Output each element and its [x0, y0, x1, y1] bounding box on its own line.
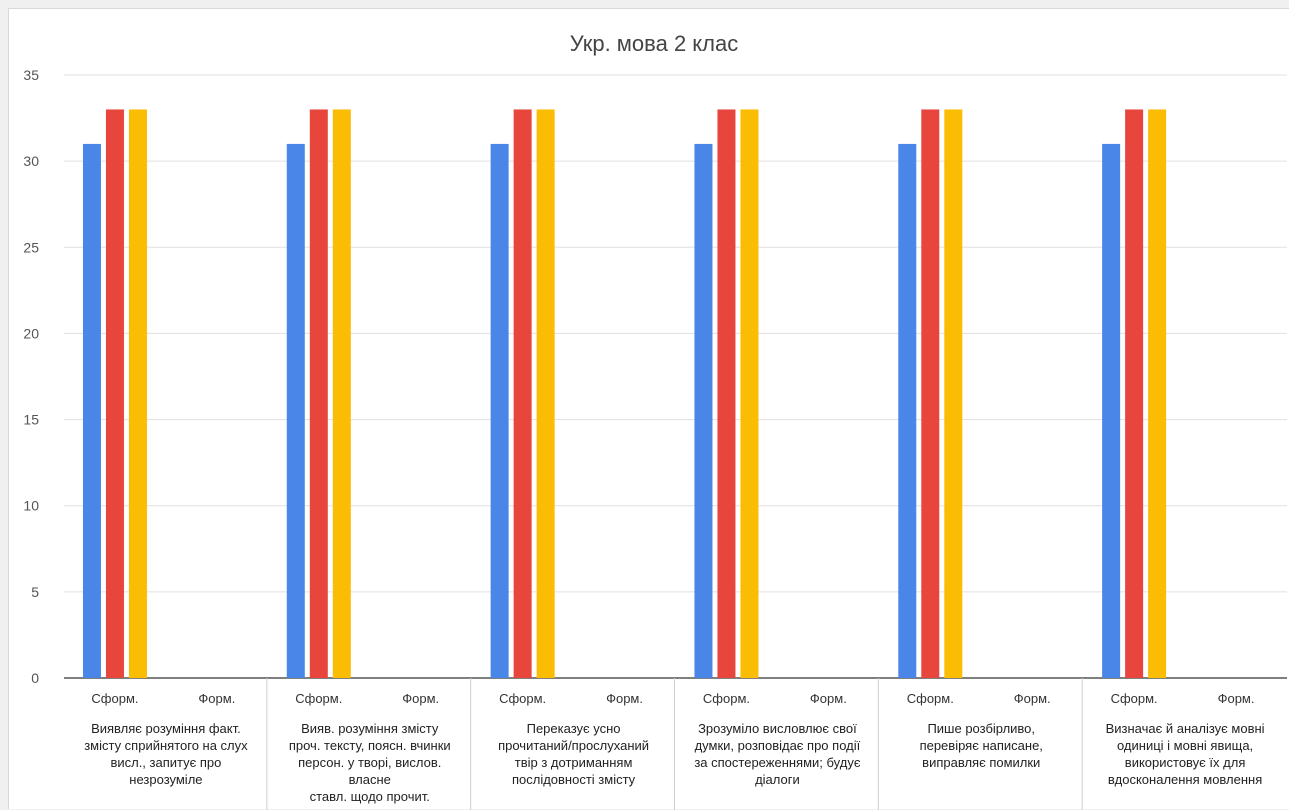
bar: [513, 109, 532, 678]
chart-frame: Укр. мова 2 клас 0 5 10 15 20 25 30 35 Сформ. Фо…: [8, 8, 1289, 810]
subcategory-label: Сформ.: [1111, 691, 1158, 706]
bar: [82, 143, 101, 678]
y-tick-label: 30: [23, 153, 39, 169]
subcategory-label: Сформ.: [295, 691, 342, 706]
bar: [898, 143, 917, 678]
bar: [332, 109, 351, 678]
y-tick-label: 10: [23, 498, 39, 514]
subcategory-label: Форм.: [1014, 691, 1051, 706]
bar-chart: Укр. мова 2 клас 0 5 10 15 20 25 30 35 Сформ. Фо…: [23, 31, 1287, 810]
category-label: діалоги: [755, 772, 800, 787]
bar: [944, 109, 963, 678]
subcategory-label: Форм.: [1218, 691, 1255, 706]
bar: [1125, 109, 1144, 678]
category-label: незрозуміле: [129, 772, 202, 787]
category-label: Визначає й аналізує мовні: [1106, 721, 1265, 736]
bar: [286, 143, 305, 678]
subcategory-label: Форм.: [810, 691, 847, 706]
y-tick-label: 0: [31, 670, 39, 686]
subcategory-label: Форм.: [402, 691, 439, 706]
category-label: змісту сприйнятого на слух: [84, 738, 248, 753]
category-label: перевіряє написане,: [920, 738, 1043, 753]
category-label: Вияв. розуміння змісту: [301, 721, 439, 736]
bar: [536, 109, 555, 678]
y-tick-label: 35: [23, 67, 39, 83]
bar: [694, 143, 713, 678]
category-label: за спостереженнями; будує: [694, 755, 860, 770]
y-tick-label: 15: [23, 412, 39, 428]
subcategory-label: Форм.: [198, 691, 235, 706]
y-tick-label: 25: [23, 239, 39, 255]
y-tick-label: 20: [23, 325, 39, 341]
category-label: персон. у творі, вислов.: [298, 755, 441, 770]
category-label: ставл. щодо прочит.: [310, 789, 430, 804]
subcategory-label: Сформ.: [907, 691, 954, 706]
subcategory-label: Сформ.: [91, 691, 138, 706]
subcategory-label: Сформ.: [703, 691, 750, 706]
category-label: висл., запитує про: [110, 755, 221, 770]
bar: [128, 109, 147, 678]
bar: [740, 109, 759, 678]
category-label: прочитаний/прослуханий: [498, 738, 649, 753]
category-label: вдосконалення мовлення: [1108, 772, 1262, 787]
category-label: Пише розбірливо,: [927, 721, 1035, 736]
bar: [717, 109, 736, 678]
category-label: виправляє помилки: [922, 755, 1040, 770]
category-label: твір з дотриманням: [515, 755, 633, 770]
bar: [105, 109, 124, 678]
category-label: проч. тексту, поясн. вчинки: [289, 738, 451, 753]
category-label: власне: [349, 772, 391, 787]
category-label: Виявляє розуміння факт.: [91, 721, 241, 736]
subcategory-label: Форм.: [606, 691, 643, 706]
bar: [1102, 143, 1121, 678]
category-label: думки, розповідає про події: [695, 738, 861, 753]
category-label: використовує їх для: [1125, 755, 1246, 770]
category-label: Переказує усно: [527, 721, 621, 736]
category-label: Зрозуміло висловлює свої: [698, 721, 857, 736]
bar: [1148, 109, 1167, 678]
category-label: одиниці і мовні явища,: [1117, 738, 1253, 753]
y-tick-label: 5: [31, 584, 39, 600]
chart-title: Укр. мова 2 клас: [570, 31, 739, 56]
category-label: послідовності змісту: [512, 772, 636, 787]
bar: [309, 109, 328, 678]
subcategory-label: Сформ.: [499, 691, 546, 706]
bar: [490, 143, 509, 678]
bar: [921, 109, 940, 678]
